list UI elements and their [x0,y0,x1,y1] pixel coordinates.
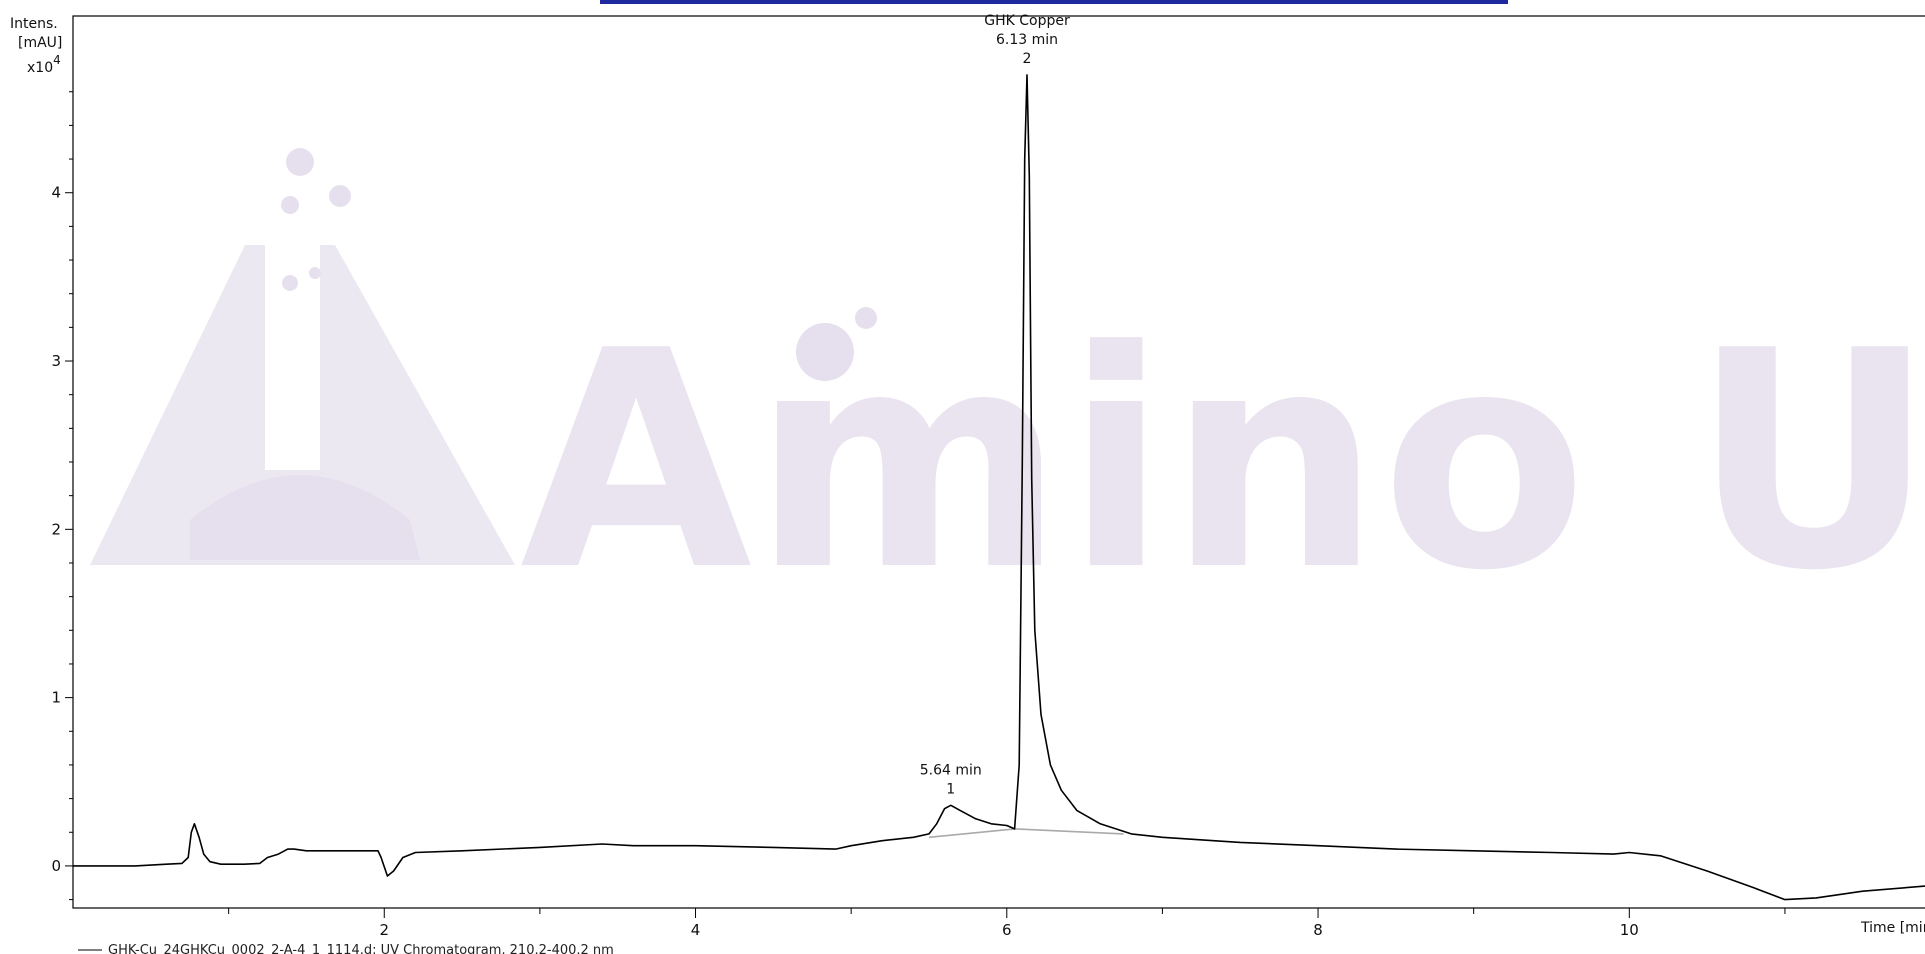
peak-label: 1 [946,781,955,797]
axes: 0 1 2 3 4 2 4 6 8 10 [51,91,1786,939]
peak-label: GHK Copper [984,13,1070,29]
y-tick-label: 1 [51,689,61,707]
flask-icon [90,148,515,565]
y-tick-label: 4 [51,184,61,202]
watermark-dot-large [796,323,854,381]
series-layer [73,74,1925,901]
y-tick-label: 3 [51,352,61,370]
x-tick-label: 10 [1620,921,1639,939]
x-tick-label: 8 [1313,921,1323,939]
y-axis-title-line2: [mAU] [18,35,62,51]
x-axis-title: Time [min] [1860,920,1925,936]
x-tick-label: 6 [1002,921,1012,939]
integration-baseline [1014,828,1124,835]
peak-label: 2 [1023,51,1032,67]
watermark-dot-small [855,307,877,329]
legend-entry: GHK-Cu_24GHKCu_0002_2-A-4_1_1114.d: UV C… [108,943,614,954]
integration-baseline [928,828,1015,839]
y-tick-label: 2 [51,520,61,538]
chromatogram-trace [73,74,1925,901]
watermark: Amino USA [90,148,1925,636]
peak-labels: 5.64 min 1 GHK Copper 6.13 min 2 [920,13,1070,797]
x-tick-label: 2 [379,921,389,939]
peak-label: 5.64 min [920,762,982,778]
watermark-text: Amino USA [520,287,1925,636]
x-tick-label: 4 [691,921,701,939]
y-exponent-label: x104 [27,53,61,76]
peak-label: 6.13 min [996,32,1058,48]
y-axis-title-line1: Intens. [10,16,58,32]
y-tick-label: 0 [51,857,61,875]
